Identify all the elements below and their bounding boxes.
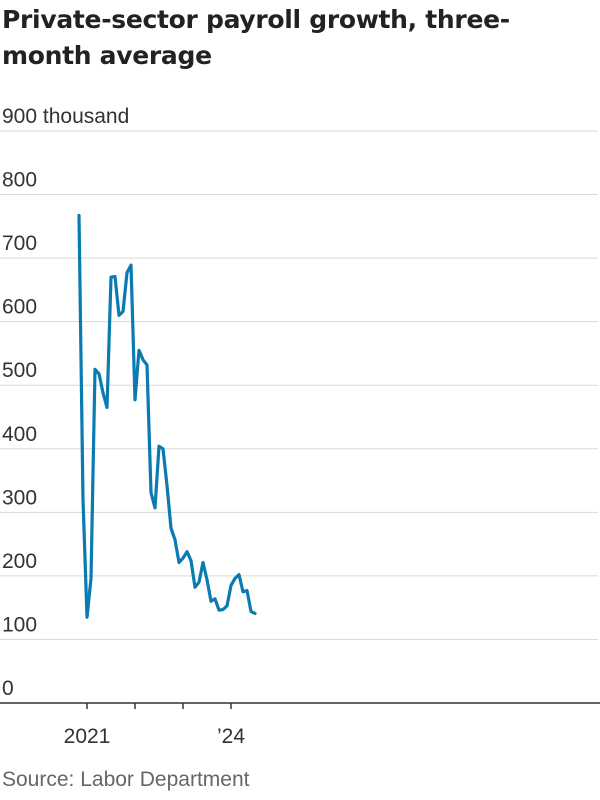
y-tick-label: 400	[2, 423, 37, 446]
source-note: Source: Labor Department	[2, 768, 250, 791]
gridlines	[0, 130, 598, 640]
y-tick-label: 500	[2, 359, 37, 382]
y-tick-label: 700	[2, 232, 37, 255]
x-axis-labels: 2021 ’24	[64, 725, 246, 748]
x-axis-ticks	[86, 703, 232, 709]
y-tick-label: 900 thousand	[2, 105, 129, 128]
x-tick-label: ’24	[217, 725, 245, 748]
y-tick-label: 300	[2, 486, 37, 509]
chart-title: Private-sector payroll growth, three-mon…	[2, 5, 510, 70]
series-line	[77, 213, 257, 619]
y-tick-label: 200	[2, 550, 37, 573]
y-tick-label: 100	[2, 613, 37, 636]
y-axis-labels: 0 100 200 300 400 500 600 700 800 900 thousand	[2, 105, 129, 700]
y-tick-label: 0	[2, 677, 14, 700]
x-tick-label: 2021	[64, 725, 111, 748]
y-tick-label: 600	[2, 296, 37, 319]
y-tick-label: 800	[2, 169, 37, 192]
